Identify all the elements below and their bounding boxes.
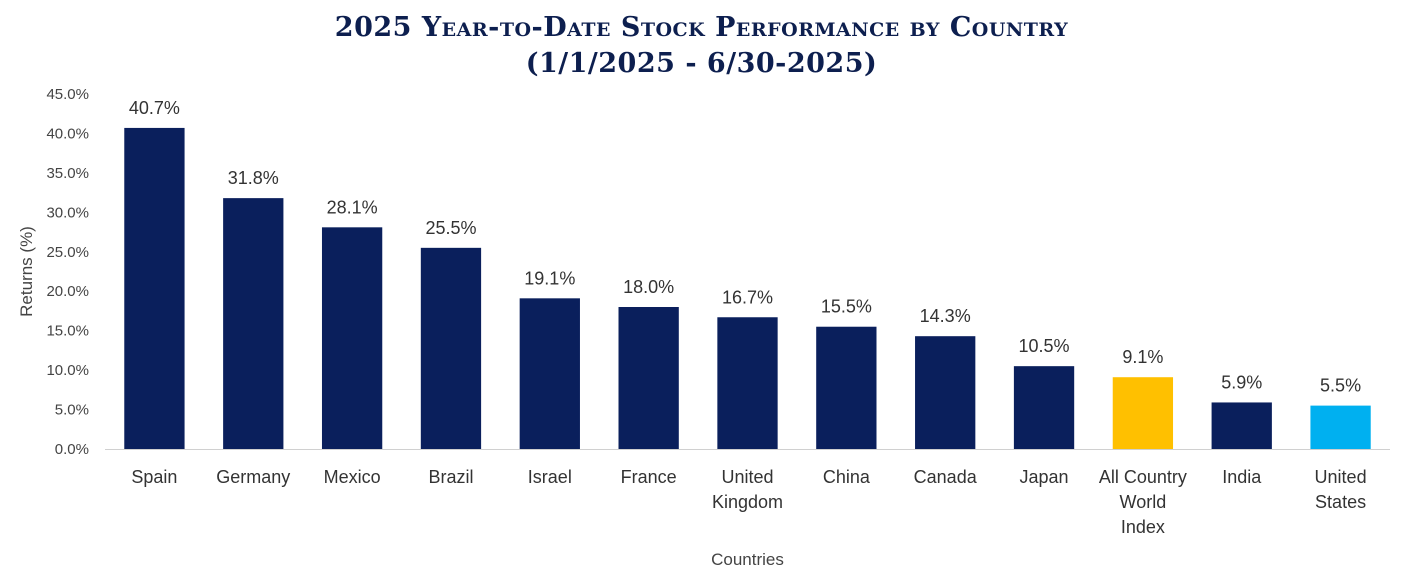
data-label: 5.9% <box>1221 372 1262 392</box>
bar <box>1211 402 1272 449</box>
x-axis-title: Countries <box>711 550 784 569</box>
data-label: 18.0% <box>623 277 674 297</box>
y-axis-title: Returns (%) <box>17 226 36 317</box>
x-tick-label: Mexico <box>324 467 381 487</box>
data-label: 31.8% <box>228 168 279 188</box>
y-tick-label: 5.0% <box>55 402 89 419</box>
x-tick-label: United States <box>1315 467 1367 512</box>
data-label: 5.5% <box>1320 376 1361 396</box>
data-label: 19.1% <box>524 268 575 288</box>
x-tick-label: Germany <box>216 467 290 487</box>
y-tick-label: 10.0% <box>46 362 89 379</box>
x-tick-label: Spain <box>131 467 177 487</box>
y-tick-label: 20.0% <box>46 283 89 300</box>
bar <box>1310 405 1371 449</box>
chart-title: 2025 Year-to-Date Stock Performance by C… <box>334 12 1069 43</box>
x-tick-label: Brazil <box>428 467 473 487</box>
bars: 40.7% 31.8% 28.1% 25.5% 19.1% 18.0% 16.7% 15.5%… <box>124 98 1371 449</box>
y-tick-label: 15.0% <box>46 323 89 340</box>
bar <box>321 227 383 449</box>
y-tick-label: 40.0% <box>46 125 89 142</box>
bar <box>915 336 976 449</box>
x-tick-label: Israel <box>528 467 572 487</box>
bar <box>223 198 284 449</box>
data-label: 25.5% <box>425 218 476 238</box>
data-label: 28.1% <box>327 197 378 217</box>
data-label: 10.5% <box>1019 336 1070 356</box>
x-tick-label: United Kingdom <box>712 467 783 512</box>
bar <box>618 307 679 449</box>
bar <box>124 127 185 449</box>
x-tick-label: All Country World Index <box>1099 467 1187 537</box>
y-tick-label: 35.0% <box>46 165 89 182</box>
data-label: 15.5% <box>821 297 872 317</box>
x-tick-label: China <box>823 467 871 487</box>
data-label: 16.7% <box>722 287 773 307</box>
data-label: 9.1% <box>1122 347 1163 367</box>
x-tick-label: India <box>1222 467 1262 487</box>
y-tick-label: 0.0% <box>55 441 89 458</box>
data-label: 14.3% <box>920 306 971 326</box>
data-label: 40.7% <box>129 98 180 118</box>
x-tick-label: Canada <box>914 467 978 487</box>
bar <box>717 317 778 449</box>
y-axis: 0.0% 5.0% 10.0% 15.0% 20.0% 25.0% 30.0% 35.0% 40… <box>46 86 89 458</box>
bar <box>519 298 580 449</box>
x-axis: Spain Germany Mexico Brazil Israel France Unit… <box>131 467 1366 537</box>
y-tick-label: 45.0% <box>46 86 89 103</box>
y-tick-label: 25.0% <box>46 244 89 261</box>
y-tick-label: 30.0% <box>46 204 89 221</box>
bar <box>1013 366 1075 449</box>
bar <box>816 326 877 449</box>
chart-subtitle: (1/1/2025 - 6/30-2025) <box>525 48 878 79</box>
bar <box>1112 377 1174 449</box>
x-tick-label: France <box>621 467 677 487</box>
x-tick-label: Japan <box>1020 467 1069 487</box>
bar <box>420 247 482 449</box>
